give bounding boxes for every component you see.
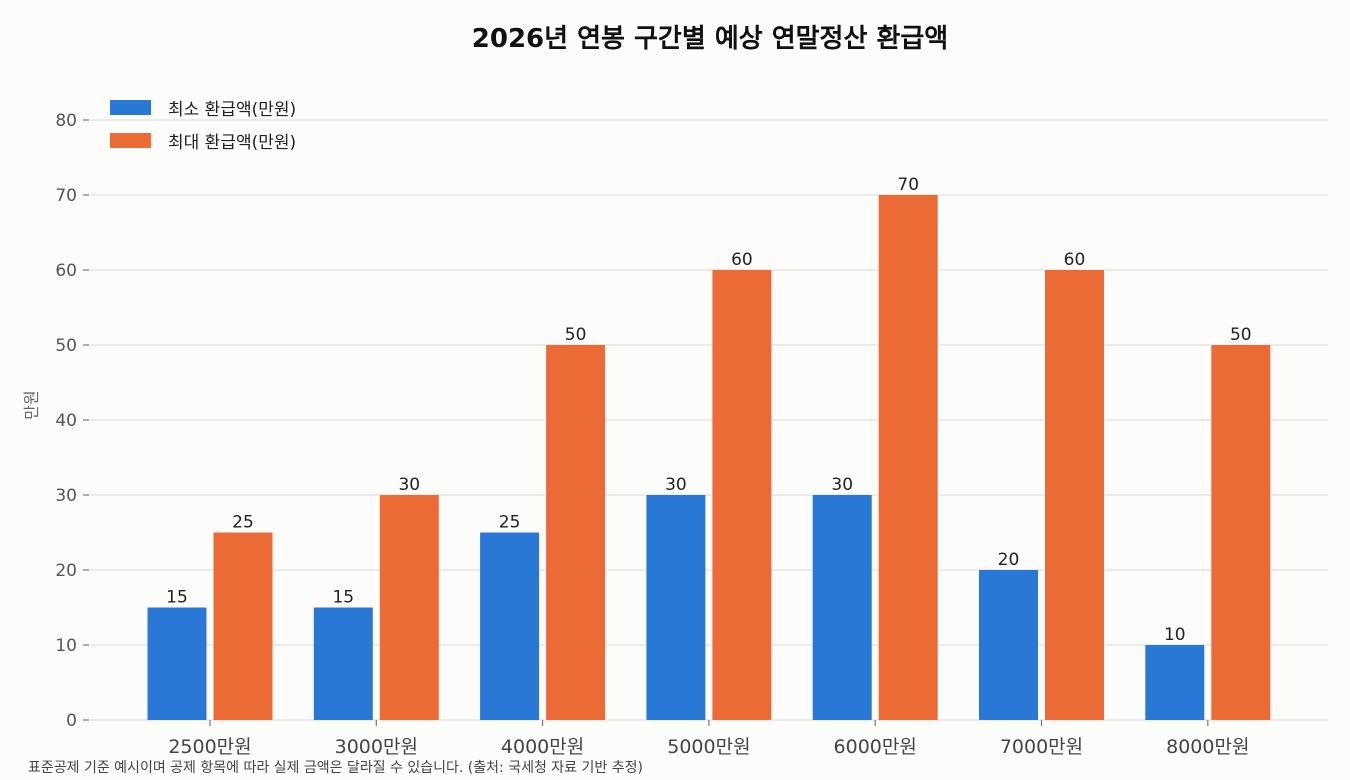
axis-layer: 0 10 20 30 40 50 60 70 80 2500만원 3000만원 4000만원 5000만… — [55, 111, 1249, 758]
footnote: 표준공제 기준 예시이며 공제 항목에 따라 실제 금액은 달라질 수 있습니다… — [28, 760, 643, 776]
data-label-max-6: 50 — [1230, 325, 1252, 345]
x-tick-label-2: 4000만원 — [501, 736, 584, 758]
legend-label-1: 최대 환급액(만원) — [168, 133, 296, 153]
y-tick-label: 50 — [55, 336, 77, 356]
legend-swatch-0 — [110, 100, 151, 115]
y-tick-label: 70 — [55, 186, 77, 206]
x-tick-label-4: 6000만원 — [834, 736, 917, 758]
bar-max-6 — [1211, 345, 1271, 720]
bar-min-5 — [979, 570, 1038, 720]
bar-max-2 — [546, 345, 606, 720]
bar-max-1 — [379, 495, 439, 720]
bar-max-3 — [712, 270, 772, 720]
data-label-min-5: 20 — [998, 550, 1020, 570]
y-tick-label: 20 — [55, 561, 77, 581]
bars-layer — [147, 195, 1271, 720]
y-axis-label: 만원 — [22, 390, 41, 419]
y-tick-label: 80 — [55, 111, 77, 131]
data-label-max-3: 60 — [731, 250, 753, 270]
legend: 최소 환급액(만원) 최대 환급액(만원) — [110, 100, 296, 153]
bar-min-4 — [812, 495, 872, 720]
data-label-max-5: 60 — [1064, 250, 1086, 270]
data-label-min-0: 15 — [166, 588, 188, 608]
data-label-max-2: 50 — [565, 325, 587, 345]
data-label-max-0: 25 — [232, 513, 254, 533]
data-label-max-4: 70 — [897, 175, 919, 195]
data-label-min-3: 30 — [665, 475, 687, 495]
bar-min-0 — [147, 607, 207, 720]
y-tick-label: 40 — [55, 411, 77, 431]
bar-max-0 — [213, 532, 273, 720]
y-tick-label: 10 — [55, 636, 77, 656]
data-label-max-1: 30 — [398, 475, 420, 495]
bar-max-5 — [1045, 270, 1104, 720]
bar-min-6 — [1145, 645, 1205, 720]
legend-label-0: 최소 환급액(만원) — [168, 100, 296, 120]
x-tick-label-1: 3000만원 — [335, 736, 418, 758]
bar-min-1 — [313, 607, 373, 720]
y-tick-label: 0 — [66, 711, 77, 731]
legend-swatch-1 — [110, 133, 151, 148]
y-tick-label: 60 — [55, 261, 77, 281]
bar-min-2 — [480, 532, 540, 720]
bar-min-3 — [646, 495, 706, 720]
x-tick-label-5: 7000만원 — [1000, 736, 1083, 758]
y-tick-label: 30 — [55, 486, 77, 506]
data-labels-layer: 15 25 15 30 25 50 30 60 30 70 20 60 10 50 — [166, 175, 1251, 645]
data-label-min-6: 10 — [1164, 625, 1186, 645]
x-tick-label-3: 5000만원 — [667, 736, 750, 758]
x-tick-label-0: 2500만원 — [168, 736, 251, 758]
data-label-min-2: 25 — [499, 513, 521, 533]
data-label-min-4: 30 — [831, 475, 853, 495]
data-label-min-1: 15 — [332, 588, 354, 608]
grid-layer — [90, 119, 1328, 721]
chart-title: 2026년 연봉 구간별 예상 연말정산 환급액 — [472, 24, 948, 54]
x-tick-label-6: 8000만원 — [1166, 736, 1249, 758]
bar-max-4 — [878, 195, 938, 720]
